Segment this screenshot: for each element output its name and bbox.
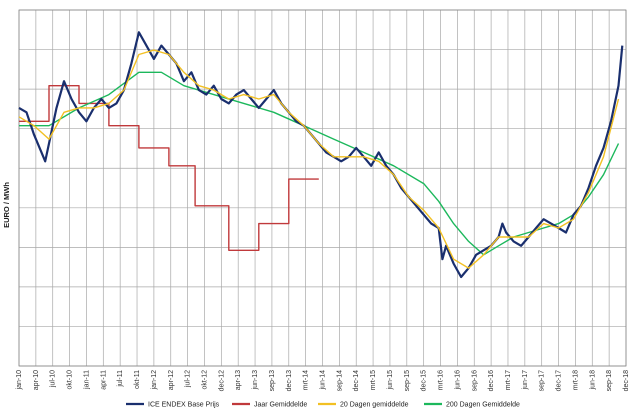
x-tick-label: jan-10 xyxy=(16,370,23,391)
x-tick-label: okt-11 xyxy=(134,370,141,389)
x-tick-label: sep-16 xyxy=(471,370,478,392)
series-lines xyxy=(18,31,624,279)
x-tick-label: apr-13 xyxy=(235,370,242,390)
series-line-1 xyxy=(19,85,319,251)
x-tick-label: mrt-14 xyxy=(303,370,310,390)
x-axis-tick-labels: jan-10 apr-10 jul-10 okt-10 jan-11 apr-11 jul-… xyxy=(16,370,630,392)
legend-label: Jaar Gemiddelde xyxy=(254,402,307,409)
legend: ICE ENDEX Base Prijs Jaar Gemiddelde 20 Da… xyxy=(126,402,520,409)
x-tick-label: mrt-15 xyxy=(370,370,377,390)
x-tick-label: dec-14 xyxy=(353,370,360,392)
legend-label: ICE ENDEX Base Prijs xyxy=(148,402,220,409)
series-line-3 xyxy=(19,71,620,256)
x-tick-label: jul-11 xyxy=(117,370,124,388)
x-tick-label: dec-18 xyxy=(623,370,630,392)
series-line-2 xyxy=(18,49,620,269)
x-tick-label: sep-13 xyxy=(269,370,276,392)
x-tick-label: apr-10 xyxy=(33,370,40,390)
x-tick-label: jan-11 xyxy=(83,370,90,390)
x-tick-label: dec-17 xyxy=(556,370,563,392)
x-tick-label: jul-10 xyxy=(50,370,57,388)
x-tick-label: mrt-16 xyxy=(438,370,445,390)
x-tick-label: jun-17 xyxy=(522,370,529,391)
x-tick-label: apr-11 xyxy=(100,370,107,390)
x-tick-label: mrt-18 xyxy=(572,370,579,390)
x-tick-label: dec-15 xyxy=(421,370,428,392)
x-tick-label: mrt-17 xyxy=(505,370,512,390)
x-tick-label: jun-14 xyxy=(320,370,327,391)
x-tick-label: jun-13 xyxy=(252,370,259,391)
x-tick-label: jun-18 xyxy=(589,370,596,391)
x-tick-label: jul-12 xyxy=(185,370,192,388)
x-tick-label: jan-12 xyxy=(151,370,158,391)
grid-lines xyxy=(18,9,627,367)
x-tick-label: okt-12 xyxy=(201,370,208,390)
x-tick-label: dec-13 xyxy=(286,370,293,392)
x-tick-label: sep-14 xyxy=(336,370,343,392)
x-tick-label: sep-18 xyxy=(606,370,613,392)
x-tick-label: apr-12 xyxy=(168,370,175,390)
legend-label: 20 Dagen gemiddelde xyxy=(340,402,409,409)
x-tick-label: jun-15 xyxy=(387,370,394,391)
legend-label: 200 Dagen Gemiddelde xyxy=(446,402,520,409)
series-line-0 xyxy=(18,31,624,279)
y-axis-label: EURO / MWh xyxy=(2,182,11,228)
x-tick-label: dec-16 xyxy=(488,370,495,392)
x-tick-label: dec-12 xyxy=(218,370,225,392)
x-tick-label: sep-15 xyxy=(404,370,411,392)
x-tick-label: okt-10 xyxy=(67,370,74,390)
x-tick-label: jun-16 xyxy=(454,370,461,391)
x-tick-label: sep-17 xyxy=(539,370,546,392)
plot-border xyxy=(18,9,627,367)
